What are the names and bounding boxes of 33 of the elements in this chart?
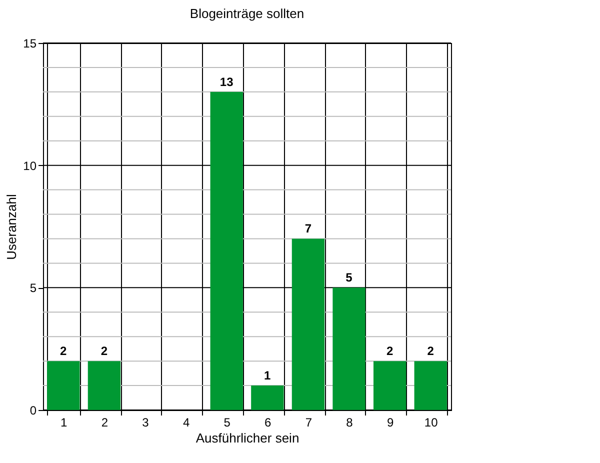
bar (414, 361, 447, 410)
x-tick-label: 5 (224, 416, 231, 430)
x-tick-label: 7 (305, 416, 312, 430)
bar (292, 238, 325, 410)
x-tick-label: 1 (60, 416, 68, 430)
bar (332, 288, 366, 410)
data-label: 7 (304, 222, 312, 236)
data-label: 2 (100, 344, 108, 358)
bar (373, 361, 406, 410)
y-tick-label: 15 (23, 36, 37, 50)
bar (251, 386, 284, 410)
x-tick-label: 9 (386, 416, 394, 430)
x-tick-label: 6 (264, 416, 272, 430)
y-axis-title: Useranzahl (4, 194, 20, 260)
data-label: 13 (220, 74, 234, 89)
x-tick-label: 8 (346, 416, 354, 430)
data-label: 2 (386, 344, 394, 358)
data-label: 2 (60, 344, 68, 358)
x-tick-label: 3 (142, 416, 150, 430)
bar (47, 361, 80, 410)
data-label: 5 (346, 270, 353, 285)
data-label: 2 (427, 344, 434, 358)
x-axis-title: Ausführlicher sein (196, 430, 300, 446)
x-tick-label: 2 (101, 416, 108, 430)
y-tick-label: 0 (30, 404, 37, 418)
y-tick-label: 5 (30, 281, 37, 296)
data-label: 1 (264, 368, 272, 383)
bar (88, 361, 121, 410)
chart-title: Blogeinträge sollten (190, 6, 304, 21)
x-tick-label: 4 (182, 416, 190, 430)
bar (210, 92, 243, 410)
x-tick-label: 10 (424, 416, 438, 430)
y-tick-label: 10 (23, 158, 37, 173)
